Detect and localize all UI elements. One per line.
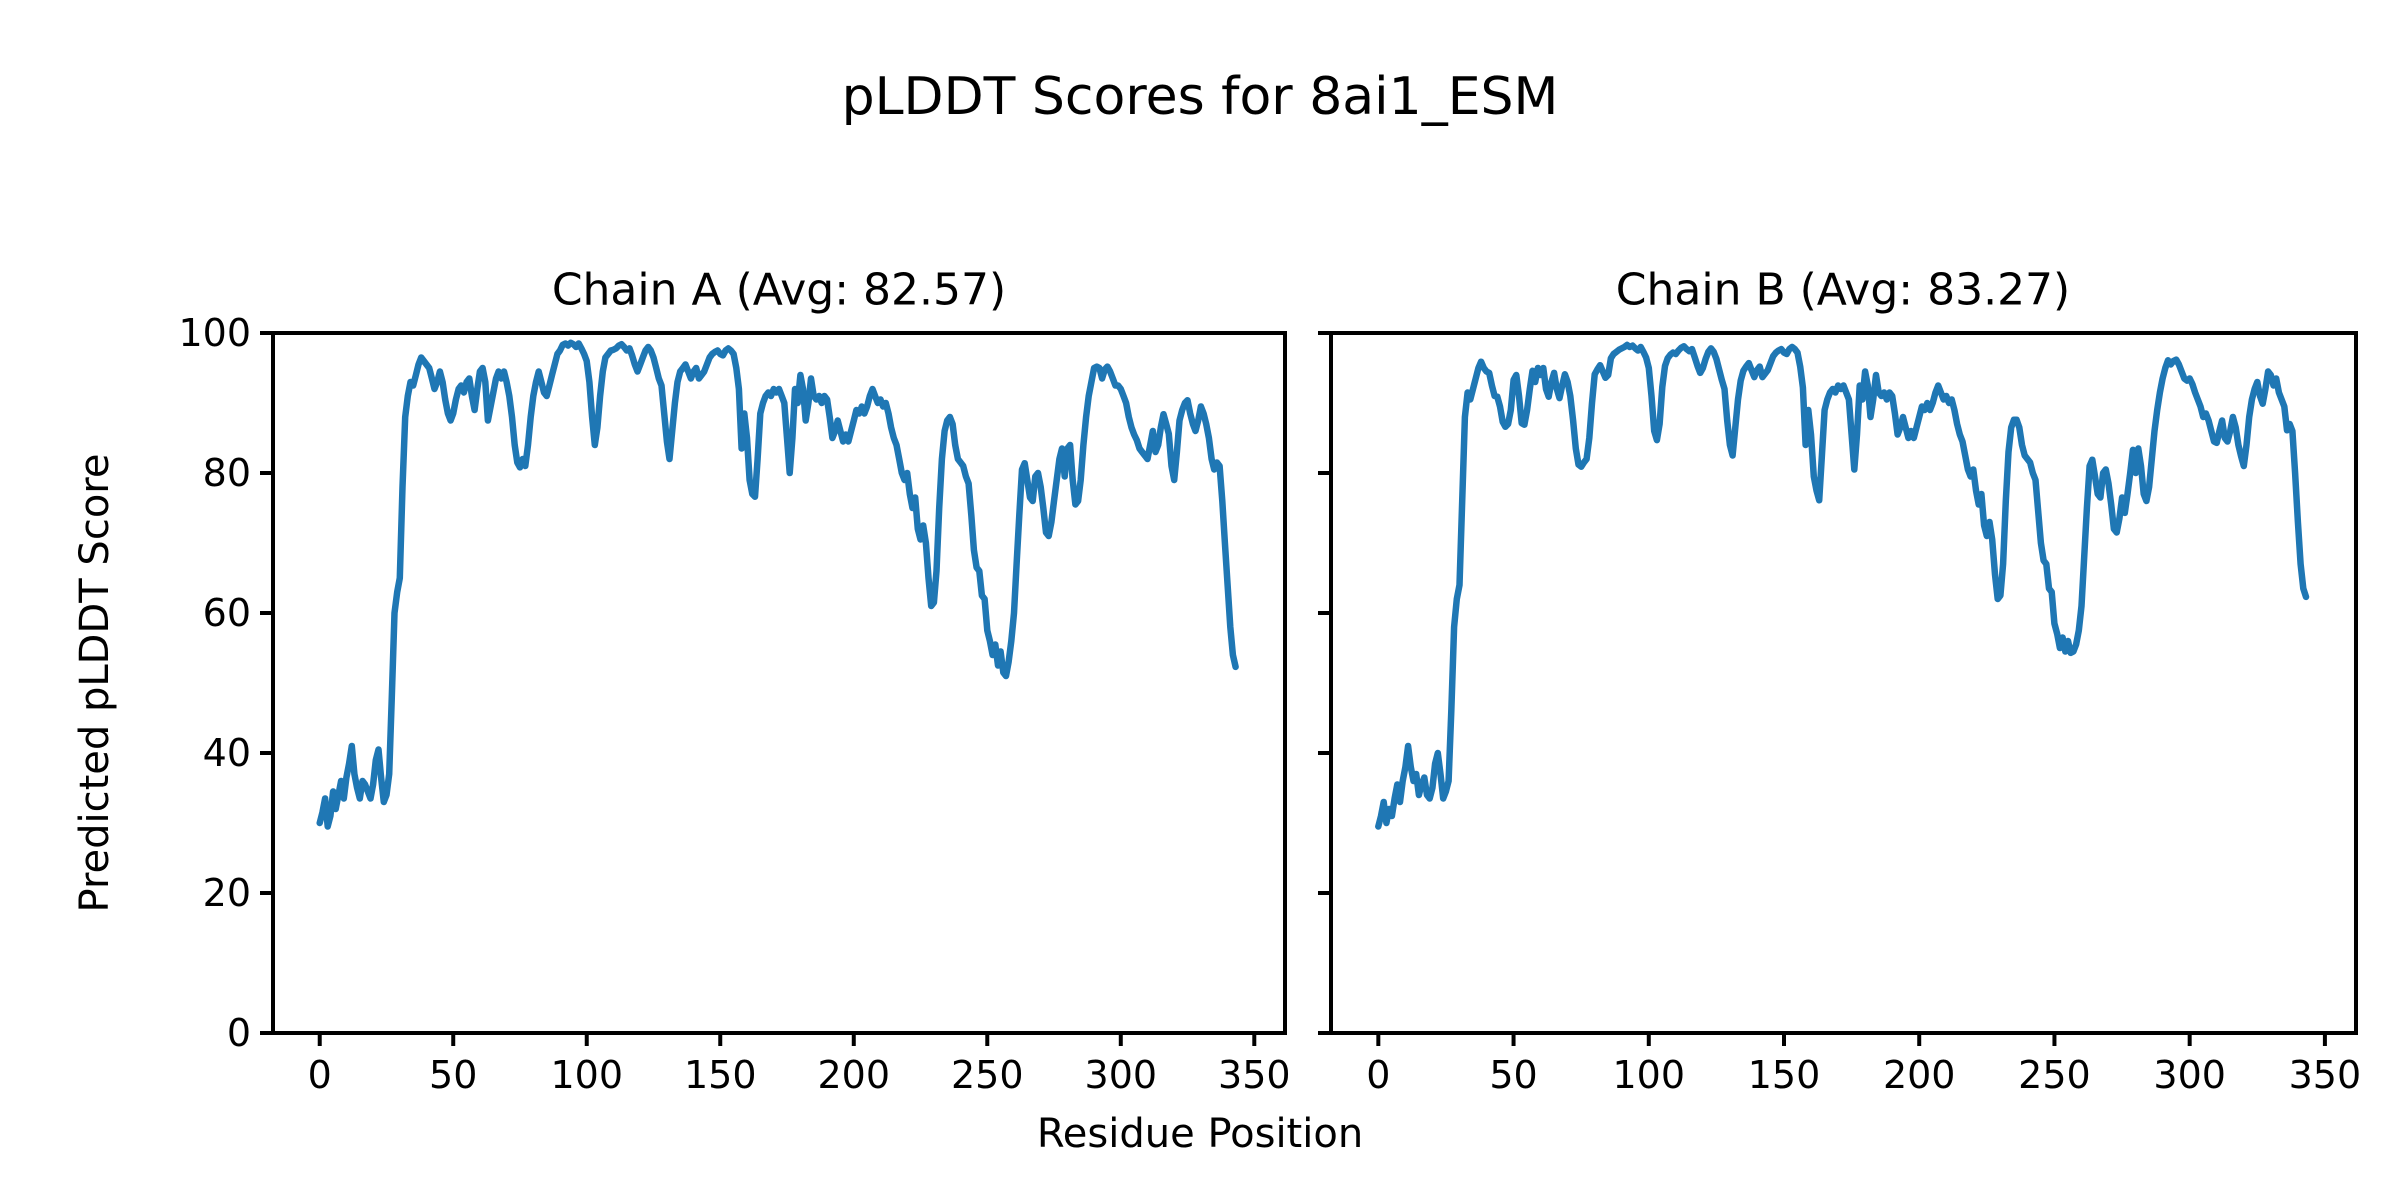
subplot-title-chain-b: Chain B (Avg: 83.27) <box>1615 264 2071 316</box>
plddt-line <box>316 339 1239 830</box>
y-tick-label: 80 <box>203 451 251 495</box>
x-tick-label: 150 <box>684 1053 757 1097</box>
x-tick-label: 200 <box>817 1053 890 1097</box>
x-tick-label: 300 <box>1085 1053 1158 1097</box>
axes-frame <box>271 331 1287 1035</box>
x-tick-label: 300 <box>2153 1053 2226 1097</box>
y-tick-label: 60 <box>203 591 251 635</box>
x-tick-label: 0 <box>308 1053 332 1097</box>
x-tick-label: 150 <box>1748 1053 1821 1097</box>
y-tick-label: 20 <box>203 871 251 915</box>
y-tick-label: 0 <box>227 1011 251 1055</box>
plddt-line <box>1375 341 2310 830</box>
x-tick-label: 200 <box>1883 1053 1956 1097</box>
axes-frame <box>1329 331 2358 1035</box>
x-tick-label: 100 <box>550 1053 623 1097</box>
x-tick-label: 0 <box>1366 1053 1390 1097</box>
x-axis-label: Residue Position <box>1036 1111 1364 1157</box>
y-axis-label: Predicted pLDDT Score <box>72 453 118 913</box>
x-tick-label: 50 <box>429 1053 477 1097</box>
x-tick-label: 350 <box>1218 1053 1291 1097</box>
x-tick-label: 250 <box>2018 1053 2091 1097</box>
y-tick-label: 40 <box>203 731 251 775</box>
x-tick-label: 50 <box>1489 1053 1537 1097</box>
x-tick-label: 100 <box>1613 1053 1686 1097</box>
subplot-title-chain-a: Chain A (Avg: 82.57) <box>551 264 1007 316</box>
x-tick-label: 250 <box>951 1053 1024 1097</box>
y-tick-label: 100 <box>178 311 251 355</box>
figure-title: pLDDT Scores for 8ai1_ESM <box>841 67 1559 127</box>
x-tick-label: 350 <box>2289 1053 2362 1097</box>
